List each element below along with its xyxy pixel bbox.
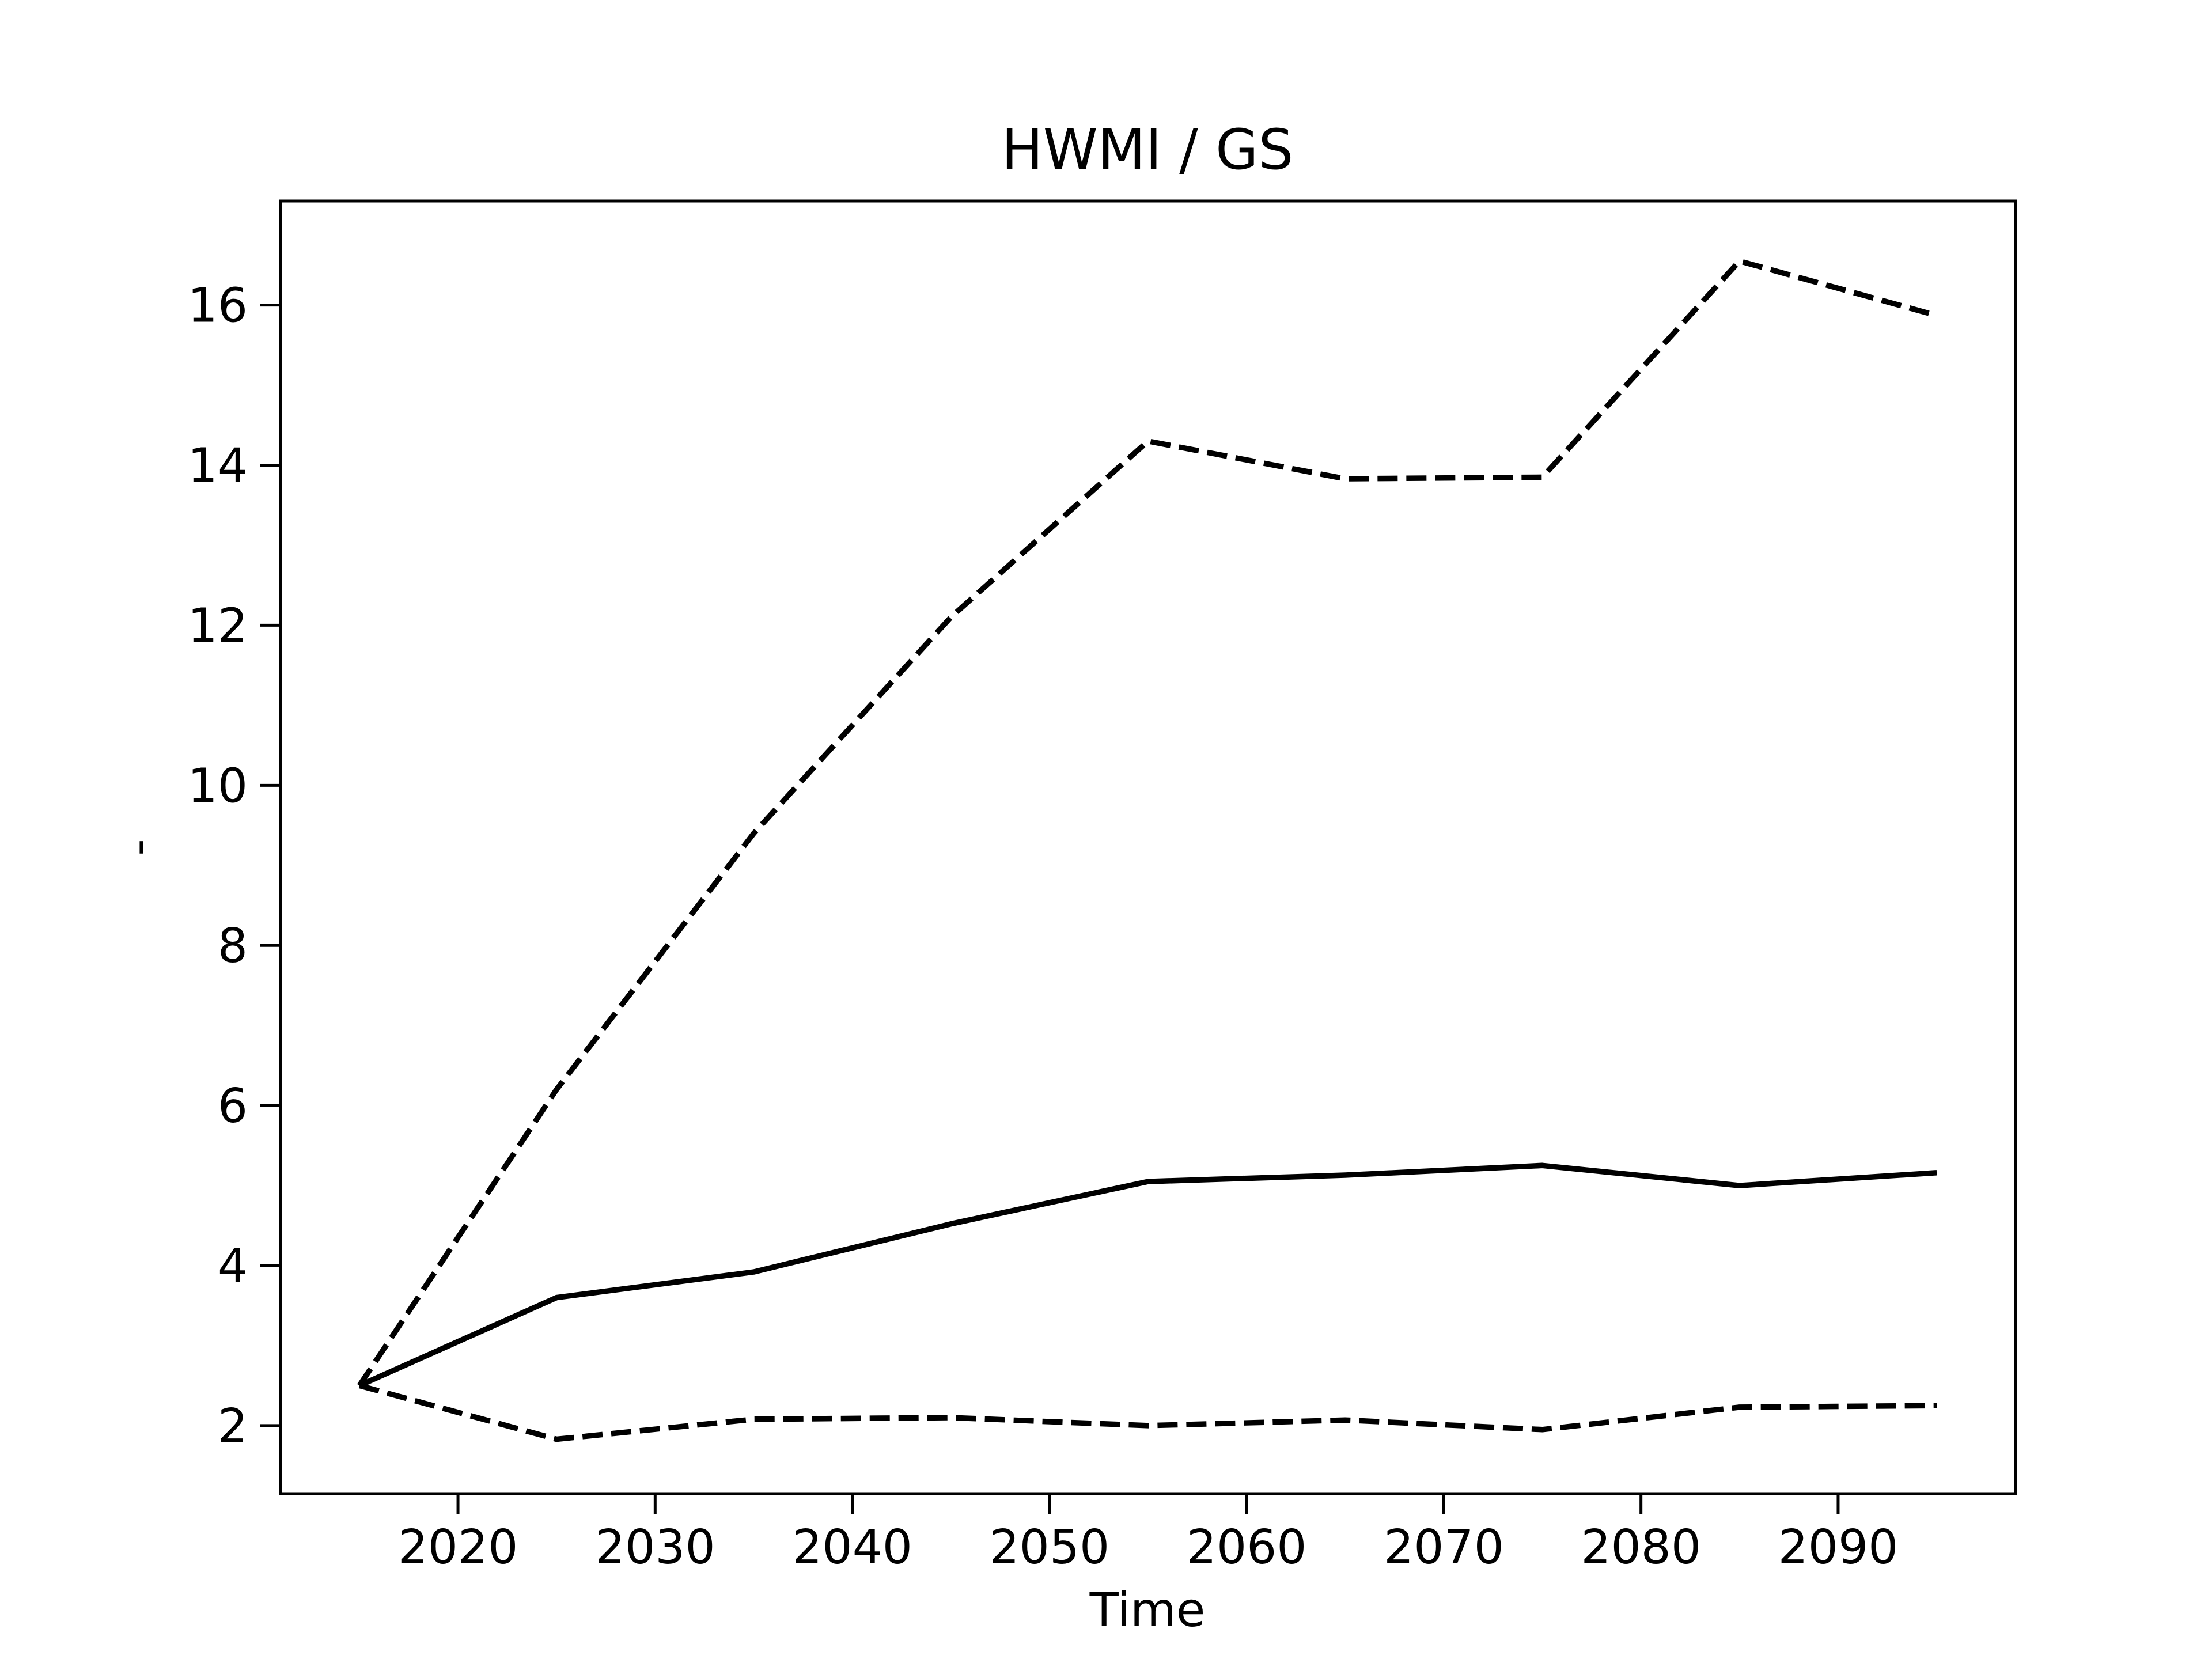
y-axis-ticks: 2 4 6 8 10 12 14 16 <box>188 279 281 1454</box>
chart-title: HWMI / GS <box>1002 118 1294 182</box>
x-axis-label: Time <box>1089 1583 1206 1638</box>
series-line-2 <box>357 258 1938 1388</box>
x-axis-ticks: 2020 2030 2040 2050 2060 2070 2080 2090 <box>398 1494 1899 1575</box>
y-tick-label: 12 <box>188 599 248 653</box>
x-tick-label: 2030 <box>595 1520 715 1575</box>
x-tick-label: 2070 <box>1384 1520 1504 1575</box>
x-tick-label: 2040 <box>792 1520 912 1575</box>
y-tick-label: 8 <box>218 919 248 974</box>
y-tick-label: 4 <box>218 1239 248 1294</box>
y-tick-label: 14 <box>188 439 248 494</box>
y-axis-label: - <box>111 839 166 856</box>
series-layer <box>357 258 1938 1442</box>
x-tick-label: 2090 <box>1778 1520 1899 1575</box>
series-line-3 <box>358 1382 1937 1442</box>
x-tick-label: 2080 <box>1581 1520 1701 1575</box>
y-tick-label: 6 <box>218 1079 248 1134</box>
y-tick-label: 2 <box>218 1399 248 1454</box>
series-line-1 <box>358 1162 1937 1388</box>
x-tick-label: 2020 <box>398 1520 518 1575</box>
y-tick-label: 10 <box>188 759 248 813</box>
y-tick-label: 16 <box>188 279 248 334</box>
x-tick-label: 2050 <box>990 1520 1110 1575</box>
plot-area-frame <box>279 199 2017 1495</box>
x-tick-label: 2060 <box>1187 1520 1307 1575</box>
